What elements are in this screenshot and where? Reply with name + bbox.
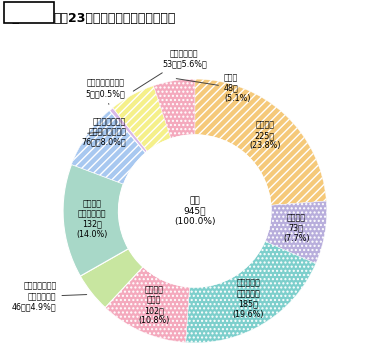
Text: パワー・
ハラスメント
132件
(14.0%): パワー・ ハラスメント 132件 (14.0%) (77, 199, 108, 239)
Text: 任用関係
225件
(23.8%): 任用関係 225件 (23.8%) (249, 121, 280, 150)
Text: その他
48件
(5.1%): その他 48件 (5.1%) (176, 73, 250, 103)
Text: 給与関係
73件
(7.7%): 給与関係 73件 (7.7%) (283, 213, 310, 243)
Wedge shape (195, 79, 326, 205)
Text: 総計
945件
(100.0%): 総計 945件 (100.0%) (174, 196, 216, 226)
Wedge shape (105, 267, 189, 342)
Wedge shape (154, 79, 195, 138)
Wedge shape (110, 108, 147, 153)
Text: 公平審査手続関係
5件（0.5%）: 公平審査手続関係 5件（0.5%） (85, 79, 125, 104)
Text: パワハラ以外の
いじめ・嫌がらせ
76件（8.0%）: パワハラ以外の いじめ・嫌がらせ 76件（8.0%） (82, 117, 126, 147)
Wedge shape (186, 241, 316, 343)
Text: 人事評価関係
53件（5.6%）: 人事評価関係 53件（5.6%） (133, 49, 207, 91)
Wedge shape (113, 86, 171, 151)
Wedge shape (63, 164, 128, 276)
Wedge shape (71, 110, 145, 184)
Wedge shape (265, 201, 327, 264)
Text: セクシュアル・
ハラスメント
46件（4.9%）: セクシュアル・ ハラスメント 46件（4.9%） (12, 282, 87, 312)
Text: 図7-4: 図7-4 (11, 12, 41, 25)
Text: 勤務時間、
休暇等関係
185件
(19.6%): 勤務時間、 休暇等関係 185件 (19.6%) (232, 279, 264, 319)
Circle shape (119, 135, 271, 287)
Text: 平成23年度苦情相談の内容別件数: 平成23年度苦情相談の内容別件数 (54, 12, 176, 25)
Text: 健康安全
等関係
102件
(10.8%): 健康安全 等関係 102件 (10.8%) (138, 285, 170, 325)
Wedge shape (80, 249, 143, 308)
